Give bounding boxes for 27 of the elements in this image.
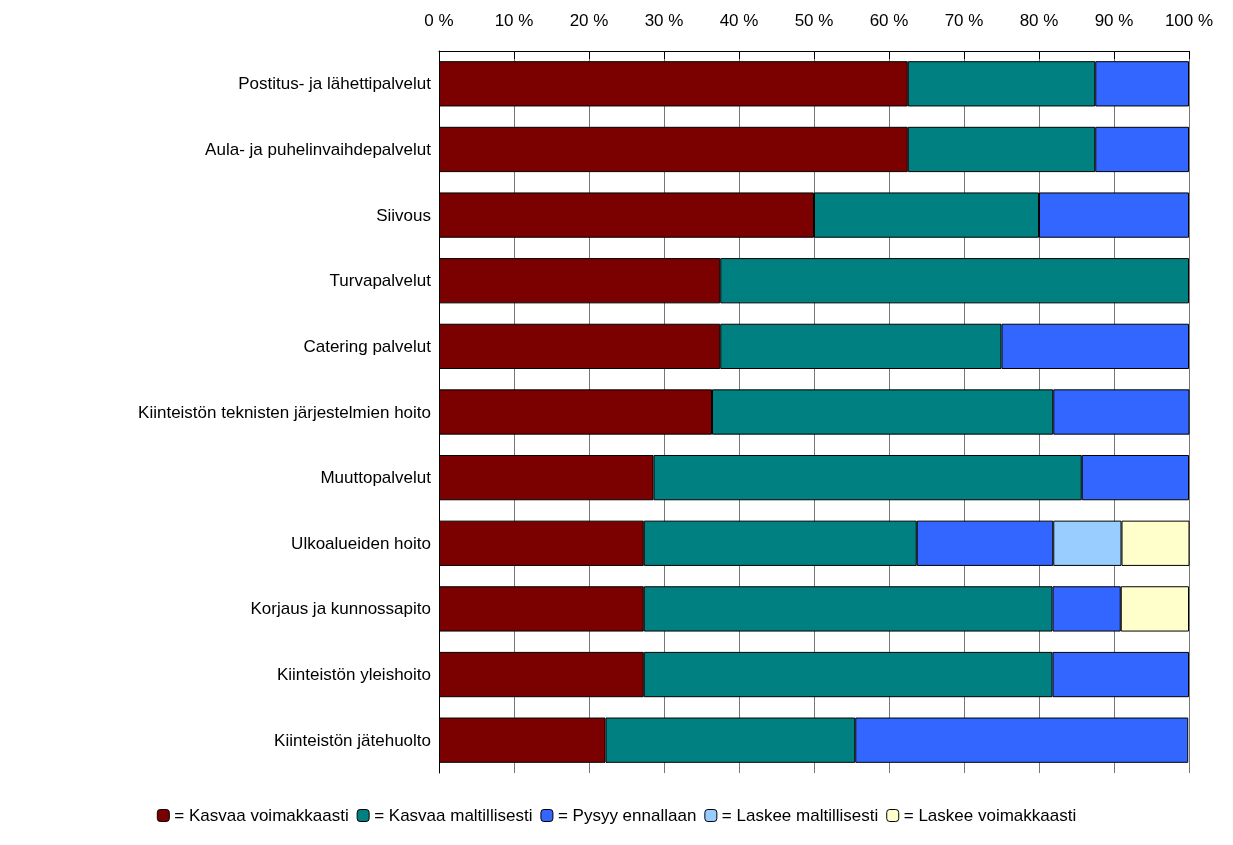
x-tick-label: 10 %: [494, 11, 534, 30]
legend-label: = Kasvaa voimakkaasti: [174, 806, 349, 825]
y-tick-label: Korjaus ja kunnossapito: [250, 599, 431, 619]
y-tick-label: Postitus- ja lähettipalvelut: [238, 74, 432, 94]
y-tick-label: Muuttopalvelut: [320, 468, 432, 488]
x-tick-label: 100 %: [1164, 11, 1214, 30]
legend-label: = Kasvaa maltillisesti: [374, 806, 533, 825]
legend-label: = Laskee maltillisesti: [721, 806, 879, 825]
legend-label: = Laskee voimakkaasti: [903, 806, 1077, 825]
x-tick-label: 40 %: [719, 11, 759, 30]
x-tick-label: 30 %: [644, 11, 684, 30]
y-tick-label: Siivous: [376, 205, 431, 225]
y-tick-label: Turvapalvelut: [329, 271, 432, 291]
y-tick-label: Kiinteistön yleishoito: [276, 665, 431, 685]
y-tick-label: Kiinteistön teknisten järjestelmien hoito: [138, 402, 431, 422]
x-tick-label: 90 %: [1094, 11, 1134, 30]
y-tick-label: Kiinteistön jätehuolto: [274, 730, 431, 750]
y-tick-label: Catering palvelut: [303, 336, 432, 356]
x-tick-label: 60 %: [869, 11, 909, 30]
legend-label: = Pysyy ennallaan: [557, 806, 697, 825]
y-tick-label: Ulkoalueiden hoito: [291, 533, 431, 553]
y-tick-label: Aula- ja puhelinvaihdepalvelut: [205, 139, 432, 159]
x-tick-label: 50 %: [794, 11, 834, 30]
x-tick-label: 70 %: [944, 11, 984, 30]
x-tick-label: 20 %: [569, 11, 609, 30]
x-tick-label: 80 %: [1019, 11, 1059, 30]
x-tick-label: 0 %: [424, 11, 454, 30]
